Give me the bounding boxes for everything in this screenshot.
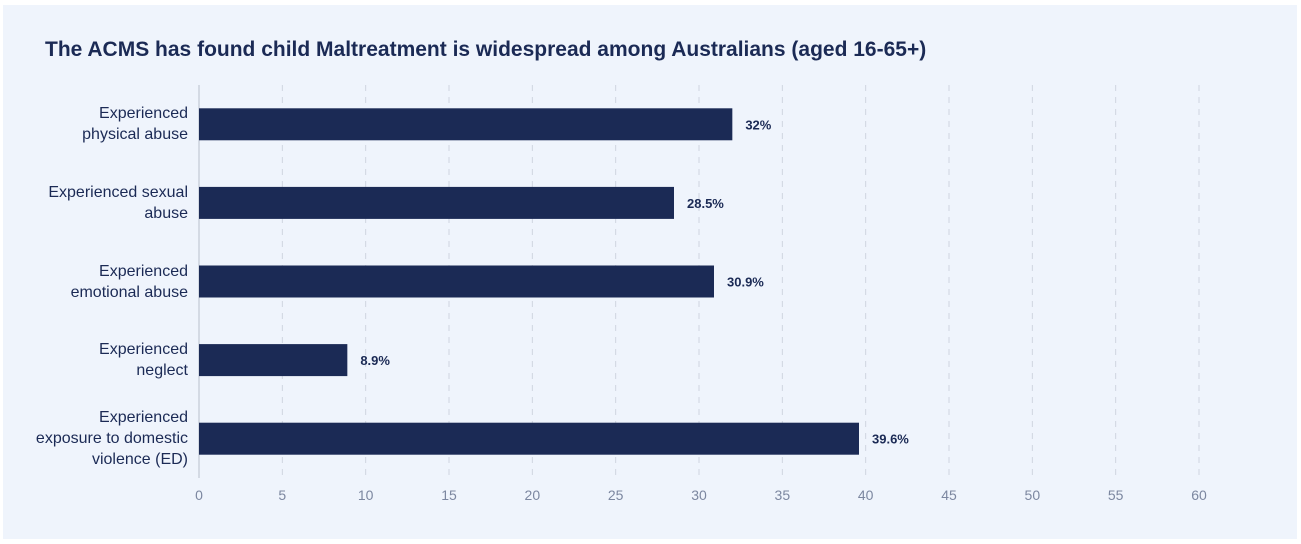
category-label-line: Experienced sexual: [48, 183, 188, 201]
category-label-line: Experienced: [99, 105, 188, 123]
x-tick-label: 55: [1108, 487, 1124, 503]
category-label: Experienced exposure to domestic violence …: [30, 407, 188, 470]
category-label-line: physical abuse: [82, 126, 188, 144]
category-label: Experienced emotional abuse: [30, 261, 188, 303]
x-tick-label: 35: [775, 487, 791, 503]
data-label: 39.6%: [872, 432, 909, 447]
category-label-line: Experienced: [99, 341, 188, 359]
category-label-line: violence (ED): [91, 451, 188, 469]
bar: [199, 108, 733, 141]
category-label-line: emotional abuse: [70, 283, 188, 301]
x-tick-label: 45: [941, 487, 957, 503]
category-label-line: abuse: [144, 204, 188, 222]
category-label: Experienced physical abuse: [30, 103, 188, 145]
bar: [199, 186, 674, 219]
category-label-line: neglect: [136, 362, 188, 380]
data-label: 30.9%: [727, 275, 764, 290]
x-tick-label: 10: [358, 487, 374, 503]
x-tick-label: 25: [608, 487, 624, 503]
x-tick-label: 60: [1191, 487, 1207, 503]
data-label: 8.9%: [360, 353, 390, 368]
x-tick-label: 20: [525, 487, 541, 503]
x-tick-label: 30: [691, 487, 707, 503]
category-label: Experienced neglect: [30, 339, 188, 381]
bar: [199, 265, 714, 298]
data-label: 28.5%: [687, 196, 724, 211]
bar: [199, 422, 859, 455]
data-label: 32%: [745, 117, 771, 132]
x-tick-label: 15: [441, 487, 457, 503]
category-label-line: Experienced: [99, 262, 188, 280]
x-tick-label: 50: [1025, 487, 1041, 503]
category-label: Experienced sexual abuse: [30, 182, 188, 224]
bar: [199, 344, 348, 377]
x-tick-label: 5: [278, 487, 286, 503]
category-label-line: exposure to domestic: [35, 430, 188, 448]
x-tick-label: 0: [195, 487, 203, 503]
category-label-line: Experienced: [99, 409, 188, 427]
chart-title: The ACMS has found child Maltreatment is…: [45, 38, 927, 61]
x-tick-label: 40: [858, 487, 874, 503]
